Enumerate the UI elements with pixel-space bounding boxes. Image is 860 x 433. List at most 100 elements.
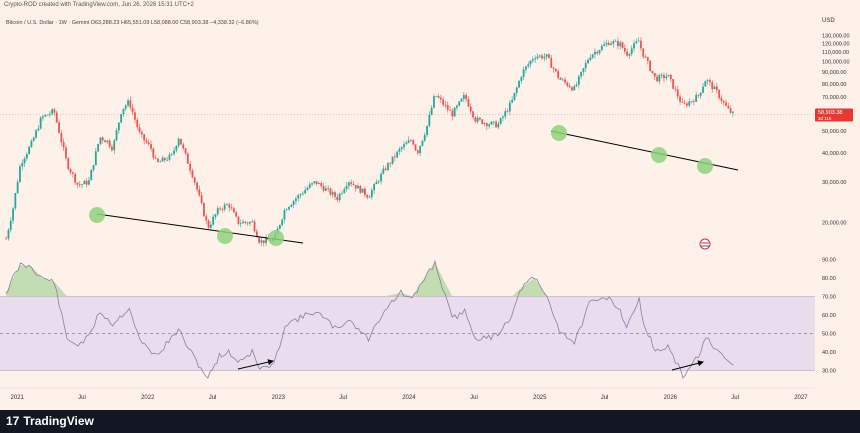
candle [711,82,714,90]
candle [499,118,502,124]
candle [262,240,265,244]
candle [375,181,378,185]
candle [481,119,484,125]
candle [686,103,688,106]
candle [405,142,408,145]
rsi-tick-label: 40.00 [822,350,836,356]
candle [382,168,385,174]
price-tick-label: 50,000.00 [822,129,846,135]
time-tick-label: 2024 [402,395,416,401]
candle [216,208,219,215]
candle [313,181,316,184]
candle [28,146,31,154]
candle [324,188,327,191]
candle [364,188,366,196]
chart-credit: Crypto-ROD created with TradingView.com,… [4,2,194,8]
candle [702,86,704,93]
candle [607,42,610,45]
rsi-tick-label: 50.00 [822,332,836,338]
candle [7,229,10,239]
candle [285,209,288,211]
candle [25,153,28,159]
candle [14,193,17,209]
candle [706,80,709,82]
candle [485,123,488,127]
candle [384,168,387,170]
footer-bar: 17 TradingView [0,410,860,433]
candle [228,204,231,208]
candle [288,206,290,210]
candle [619,42,622,47]
touch-marker [551,125,567,141]
candle [497,123,500,128]
candle [111,146,113,151]
candle [370,190,373,197]
candle [180,138,182,145]
candle [566,82,569,86]
candle [430,107,433,115]
candle [278,224,281,229]
candle [715,86,718,91]
candle [21,163,24,167]
price-tag [815,108,853,122]
candle [568,85,571,88]
candle [674,88,677,90]
candle [55,112,58,123]
candle [338,193,341,201]
candle [610,43,612,45]
candle [511,99,514,103]
candle [209,224,212,228]
candle [538,55,541,57]
candle [299,194,302,196]
candle [108,140,111,147]
rsi-tick-label: 60.00 [822,313,836,319]
candle [380,173,382,182]
candle [580,71,583,77]
candle [281,219,284,225]
candle [244,221,247,223]
candle [667,74,670,77]
candle [290,204,293,207]
candle [469,106,472,112]
candle [157,158,159,162]
price-tick-label: 130,000.00 [822,33,850,39]
rsi-tick-label: 80.00 [822,276,836,282]
us-flag-icon [699,238,711,250]
candle [557,71,560,78]
candle [131,107,134,113]
candle [81,184,83,185]
candle [292,201,295,205]
rsi-divergence-arrow-1 [237,359,274,370]
candle [265,237,267,244]
candle [177,138,180,146]
candle [336,196,339,201]
candle [564,79,566,83]
candle [196,182,198,190]
candle [173,150,175,154]
candle [663,74,665,79]
candle [90,169,93,181]
time-tick-label: 2025 [533,395,547,401]
candle [345,185,348,190]
candle [506,111,509,113]
candle [488,124,491,127]
candle [548,54,550,58]
tradingview-logo[interactable]: 17 TradingView [6,414,94,428]
candle [140,132,143,135]
price-tick-label: 90,000.00 [822,70,846,76]
candle [198,189,201,196]
candle [258,237,261,243]
candle [389,163,392,165]
touch-marker [268,230,284,246]
candle [32,137,35,141]
candle [644,56,647,58]
symbol-legend: Bitcoin / U.S. Dollar · 1W · Gemini O63,… [6,20,259,26]
candle [600,46,603,51]
candle [442,99,445,105]
candle [37,128,40,131]
candle [653,73,656,77]
candle [637,40,640,42]
candle [492,121,495,123]
candle [246,222,249,224]
candle [672,79,675,89]
